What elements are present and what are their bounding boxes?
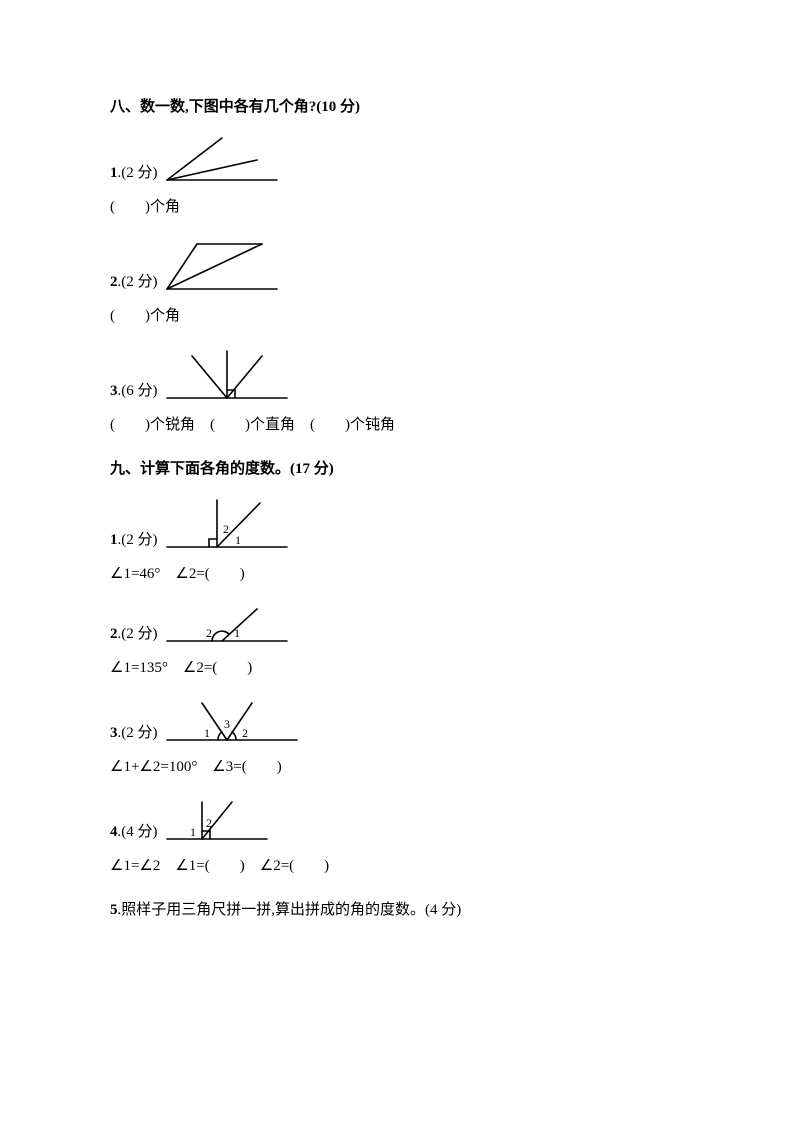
q8-2-label: 2.(2 分) bbox=[110, 270, 158, 294]
svg-text:1: 1 bbox=[204, 726, 210, 740]
q9-2-label: 2.(2 分) bbox=[110, 622, 158, 646]
svg-text:2: 2 bbox=[206, 816, 212, 830]
svg-text:1: 1 bbox=[234, 626, 240, 640]
svg-text:2: 2 bbox=[223, 522, 229, 536]
svg-text:2: 2 bbox=[242, 726, 248, 740]
q9-3: 3.(2 分) 1 3 2 ∠1+∠2=100° ∠3=( ) bbox=[110, 700, 684, 779]
svg-text:3: 3 bbox=[224, 717, 230, 731]
q9-5: 5.照样子用三角尺拼一拼,算出拼成的角的度数。(4 分) bbox=[110, 898, 684, 922]
q8-1: 1.(2 分) ( )个角 bbox=[110, 135, 684, 219]
svg-text:1: 1 bbox=[190, 825, 196, 839]
q8-1-answer: ( )个角 bbox=[110, 195, 684, 219]
q9-4-expr: ∠1=∠2 ∠1=( ) ∠2=( ) bbox=[110, 854, 684, 878]
q8-1-label: 1.(2 分) bbox=[110, 161, 158, 185]
q8-1-figure bbox=[162, 135, 282, 185]
q8-3-answer: ( )个锐角 ( )个直角 ( )个钝角 bbox=[110, 413, 684, 437]
q9-2-expr: ∠1=135° ∠2=( ) bbox=[110, 656, 684, 680]
q9-1: 1.(2 分) 2 1 ∠1=46° ∠2=( ) bbox=[110, 497, 684, 586]
q9-1-expr: ∠1=46° ∠2=( ) bbox=[110, 562, 684, 586]
q9-2: 2.(2 分) 2 1 ∠1=135° ∠2=( ) bbox=[110, 606, 684, 680]
section-9-title: 九、计算下面各角的度数。(17 分) bbox=[110, 457, 684, 481]
q9-4-label: 4.(4 分) bbox=[110, 820, 158, 844]
q8-2-answer: ( )个角 bbox=[110, 304, 684, 328]
q8-2: 2.(2 分) ( )个角 bbox=[110, 239, 684, 328]
q8-3-label: 3.(6 分) bbox=[110, 379, 158, 403]
q8-2-figure bbox=[162, 239, 282, 294]
q9-4-figure: 1 2 bbox=[162, 799, 272, 844]
q9-2-figure: 2 1 bbox=[162, 606, 292, 646]
q9-4: 4.(4 分) 1 2 ∠1=∠2 ∠1=( ) ∠2=( ) bbox=[110, 799, 684, 878]
svg-text:1: 1 bbox=[235, 533, 241, 547]
q9-3-label: 3.(2 分) bbox=[110, 721, 158, 745]
q8-3-figure bbox=[162, 348, 292, 403]
svg-text:2: 2 bbox=[206, 626, 212, 640]
q9-1-figure: 2 1 bbox=[162, 497, 292, 552]
section-8-title: 八、数一数,下图中各有几个角?(10 分) bbox=[110, 95, 684, 119]
q9-1-label: 1.(2 分) bbox=[110, 528, 158, 552]
q9-3-figure: 1 3 2 bbox=[162, 700, 302, 745]
q9-3-expr: ∠1+∠2=100° ∠3=( ) bbox=[110, 755, 684, 779]
q8-3: 3.(6 分) ( )个锐角 ( )个直角 ( )个钝角 bbox=[110, 348, 684, 437]
